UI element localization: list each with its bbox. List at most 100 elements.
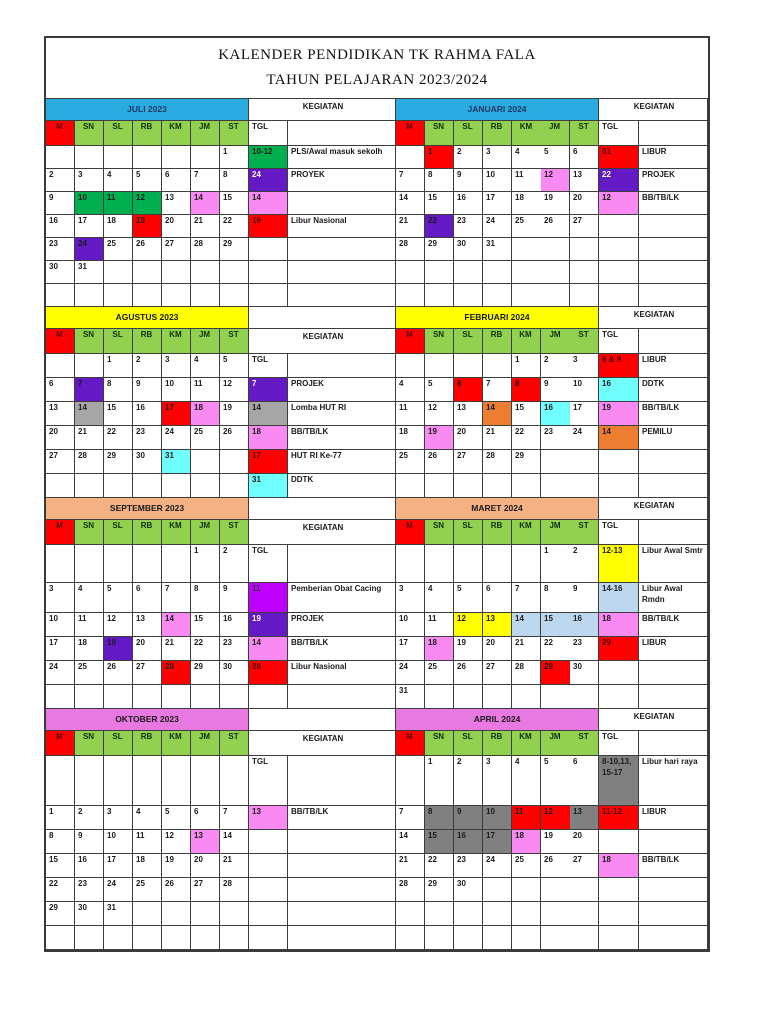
day-of-week-header: KM <box>162 520 191 545</box>
day-cell: 20 <box>483 637 512 661</box>
day-of-week-header: ST <box>570 731 599 756</box>
empty-day-cell <box>162 146 191 169</box>
day-of-week-header: SN <box>75 520 104 545</box>
empty-day-cell <box>104 261 133 284</box>
day-cell: 14 <box>191 192 220 215</box>
kegiatan-header: KEGIATAN <box>599 307 708 329</box>
activity-label: Libur Nasional <box>288 661 396 685</box>
day-cell: 19 <box>541 830 570 854</box>
day-cell: 21 <box>396 215 425 238</box>
doc-title: KALENDER PENDIDIKAN TK RAHMA FALA <box>218 47 536 64</box>
day-of-week-header: KM <box>162 731 191 756</box>
day-cell: 19 <box>220 402 249 426</box>
day-cell: 5 <box>104 583 133 613</box>
day-of-week-header: M <box>46 731 75 756</box>
tgl-header: TGL <box>249 756 288 806</box>
day-cell: 26 <box>220 426 249 450</box>
day-cell: 9 <box>75 830 104 854</box>
month-header: OKTOBER 2023 <box>46 709 249 731</box>
kegiatan-header: KEGIATAN <box>249 731 396 756</box>
empty-activity-cell <box>288 284 396 307</box>
empty-day-cell <box>162 685 191 709</box>
tgl-value: 6 & 9 <box>599 354 639 378</box>
day-cell: 6 <box>570 146 599 169</box>
empty-day-cell <box>220 474 249 498</box>
empty-day-cell <box>483 261 512 284</box>
day-of-week-header: RB <box>483 121 512 146</box>
day-cell: 30 <box>570 661 599 685</box>
empty-day-cell <box>396 146 425 169</box>
day-cell: 8 <box>191 583 220 613</box>
day-cell: 17 <box>483 830 512 854</box>
day-cell: 22 <box>541 637 570 661</box>
day-cell: 17 <box>570 402 599 426</box>
day-cell: 13 <box>570 169 599 192</box>
activity-label: Pemberian Obat Cacing <box>288 583 396 613</box>
day-cell: 15 <box>46 854 75 878</box>
month-header: JANUARI 2024 <box>396 99 599 121</box>
day-cell: 10 <box>104 830 133 854</box>
day-cell: 30 <box>454 878 483 902</box>
empty-day-cell <box>541 685 570 709</box>
day-cell: 7 <box>75 378 104 402</box>
empty-day-cell <box>570 474 599 498</box>
day-cell: 6 <box>483 583 512 613</box>
day-cell: 7 <box>483 378 512 402</box>
day-cell: 11 <box>75 613 104 637</box>
empty-day-cell <box>396 261 425 284</box>
tgl-value <box>249 261 288 284</box>
day-cell: 4 <box>104 169 133 192</box>
day-cell: 2 <box>454 756 483 806</box>
tgl-value <box>599 450 639 474</box>
empty-day-cell <box>133 902 162 926</box>
empty-day-cell <box>541 238 570 261</box>
day-cell: 15 <box>104 402 133 426</box>
day-cell: 22 <box>191 637 220 661</box>
day-of-week-header: RB <box>133 731 162 756</box>
day-cell: 8 <box>425 169 454 192</box>
empty-day-cell <box>454 354 483 378</box>
day-cell: 2 <box>75 806 104 830</box>
empty-day-cell <box>483 284 512 307</box>
day-cell: 1 <box>541 545 570 583</box>
empty-activity-cell <box>639 830 708 854</box>
tgl-value: 22 <box>599 169 639 192</box>
day-of-week-header: M <box>46 329 75 354</box>
tgl-header: TGL <box>249 545 288 583</box>
tgl-value <box>249 830 288 854</box>
day-cell: 23 <box>220 637 249 661</box>
day-of-week-header: JM <box>191 520 220 545</box>
empty-activity-cell <box>288 926 396 950</box>
day-cell: 26 <box>454 661 483 685</box>
tgl-value: 18 <box>599 613 639 637</box>
day-of-week-header: M <box>396 329 425 354</box>
empty-day-cell <box>162 545 191 583</box>
day-cell: 10 <box>483 169 512 192</box>
empty-day-cell <box>396 284 425 307</box>
tgl-value <box>249 926 288 950</box>
empty-day-cell <box>191 284 220 307</box>
day-cell: 21 <box>220 854 249 878</box>
day-cell: 29 <box>104 450 133 474</box>
tgl-value: 14 <box>599 426 639 450</box>
day-cell: 27 <box>483 661 512 685</box>
day-cell: 22 <box>425 215 454 238</box>
day-cell: 20 <box>162 215 191 238</box>
day-cell: 4 <box>396 378 425 402</box>
day-of-week-header: SN <box>75 731 104 756</box>
day-cell: 28 <box>512 661 541 685</box>
day-of-week-header: JM <box>191 731 220 756</box>
day-cell: 23 <box>454 215 483 238</box>
empty-activity-cell <box>639 261 708 284</box>
tgl-value <box>599 238 639 261</box>
activity-label: PROYEK <box>288 169 396 192</box>
activity-label: Libur Nasional <box>288 215 396 238</box>
day-cell: 15 <box>425 192 454 215</box>
day-cell: 16 <box>75 854 104 878</box>
day-cell: 30 <box>133 450 162 474</box>
day-cell: 17 <box>46 637 75 661</box>
empty-day-cell <box>133 545 162 583</box>
empty-day-cell <box>46 146 75 169</box>
empty-day-cell <box>220 902 249 926</box>
day-cell: 5 <box>220 354 249 378</box>
